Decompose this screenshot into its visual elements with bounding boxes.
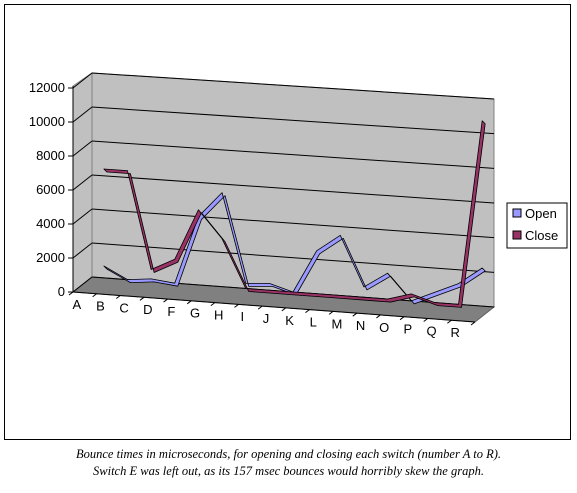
y-axis-ticks: 0 2000 4000 6000 8000 10000 12000 — [29, 80, 74, 299]
x-tick-mark — [399, 316, 405, 321]
y-tick-label: 4000 — [36, 216, 65, 231]
legend-label-open: Open — [525, 206, 557, 221]
gridline-side — [72, 140, 93, 157]
legend-swatch-open — [512, 208, 522, 218]
gridlines — [72, 72, 495, 308]
legend-label-close: Close — [525, 228, 558, 243]
x-tick-label: D — [143, 302, 152, 317]
x-tick-mark — [328, 311, 334, 315]
gridline-side — [72, 208, 93, 225]
series-layer — [103, 120, 486, 308]
x-tick-mark — [68, 291, 74, 296]
x-tick-label: I — [241, 309, 245, 324]
gridline — [91, 140, 495, 169]
y-tick-label: 10000 — [29, 114, 65, 129]
x-axis-line — [72, 291, 476, 323]
x-tick-mark — [234, 303, 239, 308]
x-tick-mark — [470, 321, 476, 326]
legend-swatch-close — [512, 230, 522, 240]
x-tick-mark — [376, 314, 381, 319]
x-tick-label: K — [285, 313, 294, 328]
x-tick-label: H — [214, 307, 223, 322]
x-tick-mark — [115, 295, 121, 299]
x-tick-label: P — [404, 322, 413, 337]
x-tick-label: L — [310, 315, 317, 330]
series-ribbon — [103, 120, 486, 308]
x-tick-mark — [447, 319, 452, 324]
x-tick-mark — [281, 307, 287, 312]
x-tick-mark — [186, 300, 192, 305]
x-tick-mark — [210, 302, 216, 306]
x-tick-label: J — [263, 311, 270, 326]
gridline — [91, 208, 495, 239]
gridline-side — [72, 276, 93, 293]
y-tick-label: 12000 — [29, 80, 65, 95]
caption-line-1: Bounce times in microseconds, for openin… — [75, 447, 502, 461]
y-tick-label: 8000 — [36, 148, 65, 163]
back-wall — [91, 72, 495, 308]
gridline — [91, 106, 495, 135]
series-close — [103, 120, 486, 308]
x-tick-label: N — [356, 318, 365, 333]
gridline-side — [72, 72, 93, 89]
figure-caption: Bounce times in microseconds, for openin… — [0, 446, 577, 480]
x-tick-mark — [163, 298, 168, 303]
gridline-side — [72, 242, 93, 259]
x-tick-label: Q — [426, 323, 436, 338]
x-tick-label: R — [450, 325, 459, 340]
y-tick-label: 6000 — [36, 182, 65, 197]
gridline — [91, 72, 495, 100]
x-tick-mark — [423, 318, 429, 322]
gridline-side — [72, 174, 93, 191]
y-tick-label: 2000 — [36, 250, 65, 265]
x-tick-mark — [257, 305, 263, 310]
gridline-side — [72, 106, 93, 123]
x-tick-label: O — [379, 320, 389, 335]
x-tick-mark — [92, 293, 97, 298]
x-tick-label: C — [119, 300, 128, 315]
x-tick-label: A — [72, 297, 81, 312]
x-tick-mark — [352, 312, 358, 317]
gridline — [91, 242, 495, 273]
caption-line-2: Switch E was left out, as its 157 msec b… — [93, 464, 484, 478]
series-ribbon — [103, 192, 486, 305]
x-tick-mark — [305, 309, 310, 314]
x-tick-label: B — [96, 299, 105, 314]
legend: Open Close — [506, 202, 568, 249]
x-tick-mark — [139, 296, 145, 301]
x-tick-label: F — [167, 304, 175, 319]
gridline — [91, 174, 495, 204]
x-tick-label: G — [190, 306, 200, 321]
y-tick-label: 0 — [58, 284, 65, 299]
x-tick-label: M — [332, 316, 343, 331]
